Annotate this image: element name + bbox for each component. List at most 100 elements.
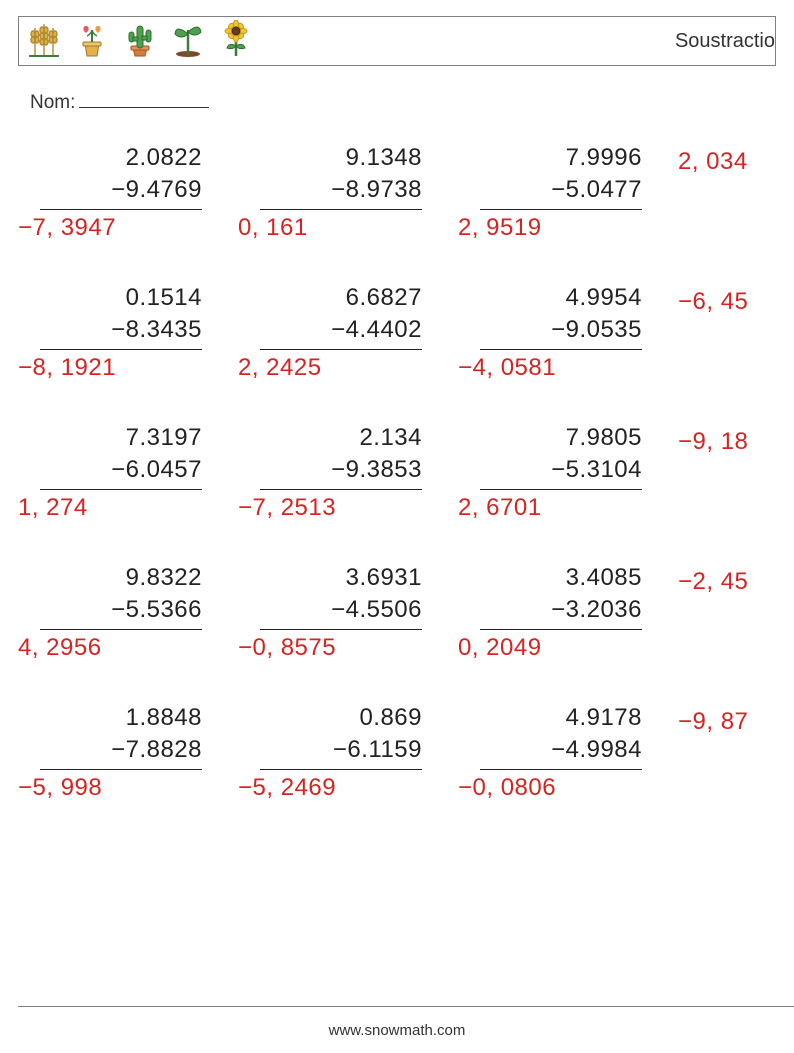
problem-numbers [700,562,794,564]
answer: −5, 2469 [238,772,440,804]
minuend: 2.0822 [40,142,202,174]
subtrahend: −9.4769 [40,174,202,209]
problem-numbers [700,142,794,144]
answer: 2, 9519 [458,212,660,244]
subtrahend: −5.0477 [480,174,642,209]
minuend: 7.3197 [40,422,202,454]
problem-cell: 0.1514−8.3435−8, 1921 [40,282,220,422]
header-bar: Soustractio [18,16,776,66]
problem-numbers [700,422,794,424]
problem-numbers: 9.8322−5.5366 [40,562,220,630]
answer: 2, 6701 [458,492,660,524]
subtrahend: −5.5366 [40,594,202,629]
answer: −5, 998 [18,772,220,804]
problem-cell: −9, 18 [700,422,794,562]
problem-numbers: 2.134−9.3853 [260,422,440,490]
flower-pot-icon [75,20,109,63]
minuend: 1.8848 [40,702,202,734]
minuend: 9.1348 [260,142,422,174]
problem-numbers: 2.0822−9.4769 [40,142,220,210]
problem-numbers [700,282,794,284]
problem-cell: 0.869−6.1159−5, 2469 [260,702,440,842]
subtrahend: −9.0535 [480,314,642,349]
subtrahend: −7.8828 [40,734,202,769]
subtrahend: −4.4402 [260,314,422,349]
minuend: 0.1514 [40,282,202,314]
problem-cell: 4.9954−9.0535−4, 0581 [480,282,660,422]
subtrahend: −3.2036 [480,594,642,629]
problem-cell: 7.9805−5.31042, 6701 [480,422,660,562]
name-label: Nom: [30,92,75,113]
answer: 4, 2956 [18,632,220,664]
footer-divider [18,1006,794,1007]
problem-cell: 9.1348−8.97380, 161 [260,142,440,282]
subtrahend: −9.3853 [260,454,422,489]
minuend: 0.869 [260,702,422,734]
problem-numbers: 3.6931−4.5506 [260,562,440,630]
answer: 2, 2425 [238,352,440,384]
problem-cell: 9.8322−5.53664, 2956 [40,562,220,702]
footer-url: www.snowmath.com [0,1022,794,1039]
answer: −9, 18 [678,426,794,458]
problem-numbers: 7.9805−5.3104 [480,422,660,490]
problem-numbers [700,702,794,704]
subtrahend: −8.3435 [40,314,202,349]
minuend: 6.6827 [260,282,422,314]
name-field: Nom: [30,90,794,114]
minuend: 7.9805 [480,422,642,454]
minuend: 7.9996 [480,142,642,174]
problem-cell: 1.8848−7.8828−5, 998 [40,702,220,842]
minuend: 4.9954 [480,282,642,314]
problem-cell: 3.4085−3.20360, 2049 [480,562,660,702]
answer: −0, 8575 [238,632,440,664]
answer: −8, 1921 [18,352,220,384]
sunflower-icon [219,20,253,63]
answer: 2, 034 [678,146,794,178]
answer: −7, 2513 [238,492,440,524]
problem-cell: 7.3197−6.04571, 274 [40,422,220,562]
problem-numbers: 6.6827−4.4402 [260,282,440,350]
problem-numbers: 7.9996−5.0477 [480,142,660,210]
subtrahend: −4.5506 [260,594,422,629]
header-icons [27,20,253,63]
problem-numbers: 0.869−6.1159 [260,702,440,770]
problem-cell: 3.6931−4.5506−0, 8575 [260,562,440,702]
problem-numbers: 9.1348−8.9738 [260,142,440,210]
problems-grid: 2.0822−9.4769−7, 3947 9.1348−8.97380, 161… [40,142,794,842]
answer: 1, 274 [18,492,220,524]
answer: −6, 45 [678,286,794,318]
minuend: 9.8322 [40,562,202,594]
answer: −0, 0806 [458,772,660,804]
problem-cell: 4.9178−4.9984−0, 0806 [480,702,660,842]
minuend: 2.134 [260,422,422,454]
answer: −2, 45 [678,566,794,598]
problem-cell: −2, 45 [700,562,794,702]
problem-cell: 2, 034 [700,142,794,282]
cactus-icon [123,20,157,63]
subtrahend: −6.0457 [40,454,202,489]
answer: −9, 87 [678,706,794,738]
subtrahend: −6.1159 [260,734,422,769]
wheat-icon [27,20,61,63]
problem-cell: −9, 87 [700,702,794,842]
minuend: 4.9178 [480,702,642,734]
answer: −4, 0581 [458,352,660,384]
problem-cell: 7.9996−5.04772, 9519 [480,142,660,282]
subtrahend: −8.9738 [260,174,422,209]
minuend: 3.6931 [260,562,422,594]
minuend: 3.4085 [480,562,642,594]
problem-numbers: 0.1514−8.3435 [40,282,220,350]
answer: −7, 3947 [18,212,220,244]
subtrahend: −5.3104 [480,454,642,489]
subtrahend: −4.9984 [480,734,642,769]
problem-numbers: 3.4085−3.2036 [480,562,660,630]
name-blank[interactable] [79,90,209,108]
header-title: Soustractio [675,30,775,53]
answer: 0, 161 [238,212,440,244]
problem-cell: 2.0822−9.4769−7, 3947 [40,142,220,282]
problem-numbers: 4.9954−9.0535 [480,282,660,350]
problem-cell: −6, 45 [700,282,794,422]
sprout-icon [171,20,205,63]
worksheet-page: Soustractio Nom: 2.0822−9.4769−7, 3947 9.… [0,16,794,1053]
problem-cell: 6.6827−4.44022, 2425 [260,282,440,422]
